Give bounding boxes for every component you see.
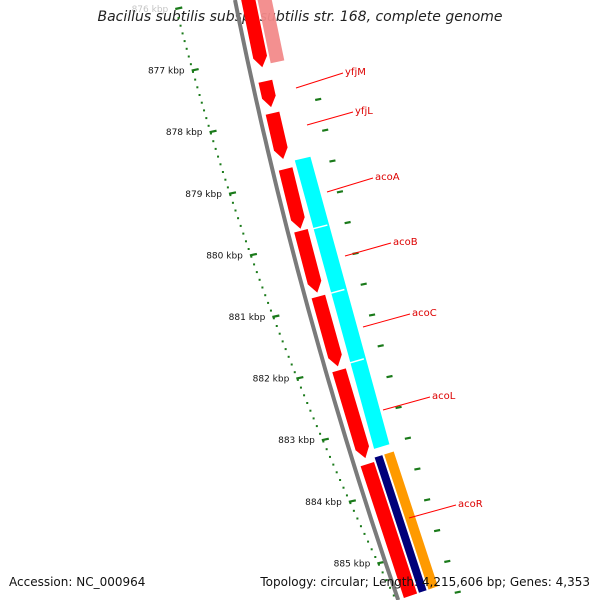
ruler-tick-label: 883 kbp	[278, 436, 315, 446]
outer-tick	[360, 282, 367, 286]
ruler-tick	[321, 437, 330, 442]
cds-arrow	[278, 167, 305, 229]
gene-label-acoB: acoB	[393, 237, 418, 248]
feature-track	[241, 0, 438, 598]
outer-tick	[454, 590, 461, 594]
gene-leader-line	[295, 72, 344, 89]
outer-tick	[329, 159, 336, 163]
cds-block	[360, 462, 418, 598]
gene-label-yfjM: yfjM	[345, 67, 366, 78]
gene-label-acoR: acoR	[458, 499, 483, 510]
ruler-tick	[249, 252, 258, 257]
outer-tick	[444, 559, 451, 564]
gene-leader-line	[382, 396, 431, 411]
cyan-separator	[348, 358, 365, 365]
ruler-tick-label: 884 kbp	[305, 498, 342, 508]
ruler-tick	[209, 129, 217, 134]
navy-track-block	[374, 455, 427, 593]
ruler-tick	[348, 499, 357, 503]
gene-label-yfjL: yfjL	[355, 106, 373, 117]
outer-tick	[321, 128, 329, 132]
ruler-tick	[191, 68, 199, 72]
outer-tick	[423, 498, 431, 502]
gene-label-acoC: acoC	[412, 308, 437, 319]
ruler-tick-label: 878 kbp	[166, 128, 203, 138]
genome-summary-text: Topology: circular; Length: 4,215,606 bp…	[260, 575, 590, 589]
ruler-tick-label: 881 kbp	[229, 313, 266, 323]
genome-title: Bacillus subtilis subsp. subtilis str. 1…	[97, 9, 503, 25]
gene-leader-line	[306, 111, 354, 126]
cds-arrow	[294, 229, 322, 293]
outer-tick	[314, 97, 322, 102]
ruler-tick-label: 882 kbp	[253, 375, 290, 385]
orange-track-block	[384, 451, 438, 590]
ruler-tick	[377, 560, 385, 565]
cds-arrow	[258, 79, 276, 108]
cds-arrow	[241, 0, 267, 68]
outer-tick	[386, 374, 393, 379]
outer-tick	[344, 220, 351, 225]
ruler-tick-label: 880 kbp	[206, 251, 243, 261]
outer-tick	[433, 528, 441, 533]
outer-tick	[404, 436, 412, 440]
cds-arrow	[332, 368, 369, 459]
backbone-line	[233, 0, 401, 600]
gene-leader-line	[362, 313, 411, 328]
ruler-tick-label: 885 kbp	[334, 559, 371, 569]
gene-labels: 876 kbp 877 kbp 878 kbp 879 kbp 880 kbp 881 k…	[132, 5, 483, 569]
cyan-separator	[328, 288, 345, 295]
ruler-tick-label: 877 kbp	[148, 67, 185, 77]
ruler-tick	[175, 6, 183, 11]
ruler-tick-label: 879 kbp	[185, 190, 222, 200]
outer-tick	[395, 405, 402, 410]
gene-leader-line	[408, 504, 457, 519]
cyan-separator	[311, 224, 328, 230]
outer-tick	[377, 344, 384, 348]
gene-leader-line	[326, 177, 374, 193]
ruler-tick-label: 876 kbp	[132, 5, 169, 15]
cds-arrow	[265, 111, 288, 159]
accession-text: Accession: NC_000964	[9, 575, 146, 589]
gene-label-acoL: acoL	[432, 391, 456, 402]
ruler-ticks	[175, 6, 385, 565]
cyan-track-block	[294, 156, 390, 449]
cds-block-faded	[257, 0, 285, 64]
ruler-tick	[296, 376, 304, 380]
outer-tick	[336, 190, 344, 194]
ruler-tick	[228, 191, 237, 195]
gene-leader-line	[344, 242, 392, 257]
outer-tick	[414, 467, 421, 471]
genome-backbone	[233, 0, 401, 600]
ruler-dotted-line	[177, 17, 395, 597]
gene-label-acoA: acoA	[375, 172, 400, 183]
outer-tick	[368, 313, 376, 317]
gc-skew-ticks	[314, 97, 461, 594]
cds-arrow	[311, 294, 342, 367]
ruler-tick	[272, 314, 280, 319]
